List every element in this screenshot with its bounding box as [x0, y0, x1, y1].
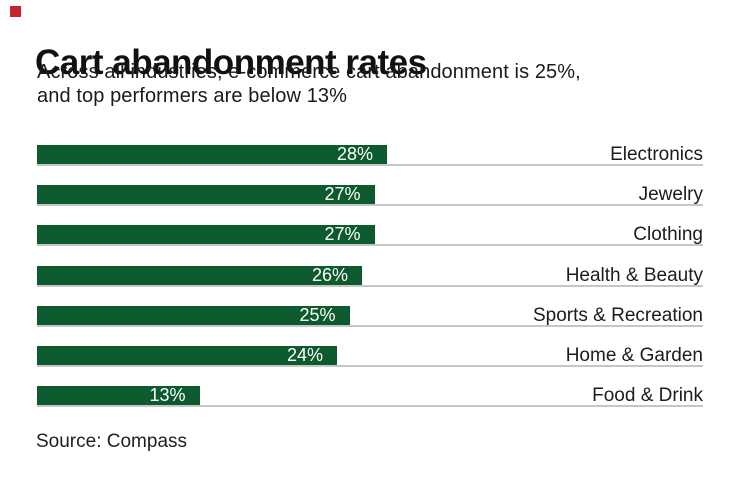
- bar-row-clothing: 27% Clothing: [37, 224, 703, 247]
- category-label-jewelry: Jewelry: [638, 184, 703, 206]
- bar-chart: 28% Electronics 27% Jewelry 27% Clothing…: [37, 145, 703, 426]
- chart-subtitle-line1: Across all industries, e-commerce cart a…: [37, 61, 581, 83]
- bar-row-jewelry: 27% Jewelry: [37, 184, 703, 207]
- baseline-rule: [37, 164, 703, 166]
- source-note: Source: Compass: [36, 431, 188, 452]
- category-label-food-drink: Food & Drink: [592, 385, 703, 407]
- bar-sports-recreation: 25%: [37, 304, 350, 325]
- baseline-rule: [37, 405, 703, 408]
- baseline-rule: [37, 324, 703, 327]
- bar-row-home-garden: 24% Home & Garden: [37, 344, 703, 367]
- bar-row-sports-recreation: 25% Sports & Recreation: [37, 304, 703, 327]
- bar-clothing: 27%: [37, 224, 375, 245]
- category-label-sports-recreation: Sports & Recreation: [532, 304, 703, 326]
- bar-value-label: 26%: [311, 264, 348, 285]
- category-label-home-garden: Home & Garden: [565, 344, 703, 366]
- baseline-rule: [37, 204, 703, 207]
- chart-subtitle: Across all industries, e-commerce cart a…: [37, 60, 581, 108]
- category-label-health-beauty: Health & Beauty: [565, 264, 703, 286]
- bar-value-label: 13%: [149, 385, 186, 406]
- chart-subtitle-line2: and top performers are below 13%: [37, 85, 348, 107]
- bar-electronics: 28%: [37, 145, 387, 164]
- category-label-clothing: Clothing: [633, 224, 703, 246]
- chart-title: Cart abandonment rates: [35, 43, 427, 83]
- bar-value-label: 25%: [299, 304, 336, 325]
- baseline-rule: [37, 364, 703, 367]
- baseline-rule: [37, 284, 703, 287]
- bar-row-health-beauty: 26% Health & Beauty: [37, 264, 703, 287]
- bar-row-electronics: 28% Electronics: [37, 145, 703, 166]
- bar-food-drink: 13%: [37, 385, 200, 406]
- brand-square-mark: [10, 6, 21, 17]
- bar-value-label: 24%: [286, 344, 323, 365]
- bar-value-label: 27%: [324, 184, 361, 205]
- category-label-electronics: Electronics: [610, 144, 703, 165]
- bar-home-garden: 24%: [37, 344, 337, 365]
- bar-jewelry: 27%: [37, 184, 375, 205]
- bar-row-food-drink: 13% Food & Drink: [37, 385, 703, 408]
- baseline-rule: [37, 244, 703, 247]
- bar-health-beauty: 26%: [37, 264, 362, 285]
- bar-value-label: 27%: [324, 224, 361, 245]
- bar-value-label: 28%: [336, 144, 373, 164]
